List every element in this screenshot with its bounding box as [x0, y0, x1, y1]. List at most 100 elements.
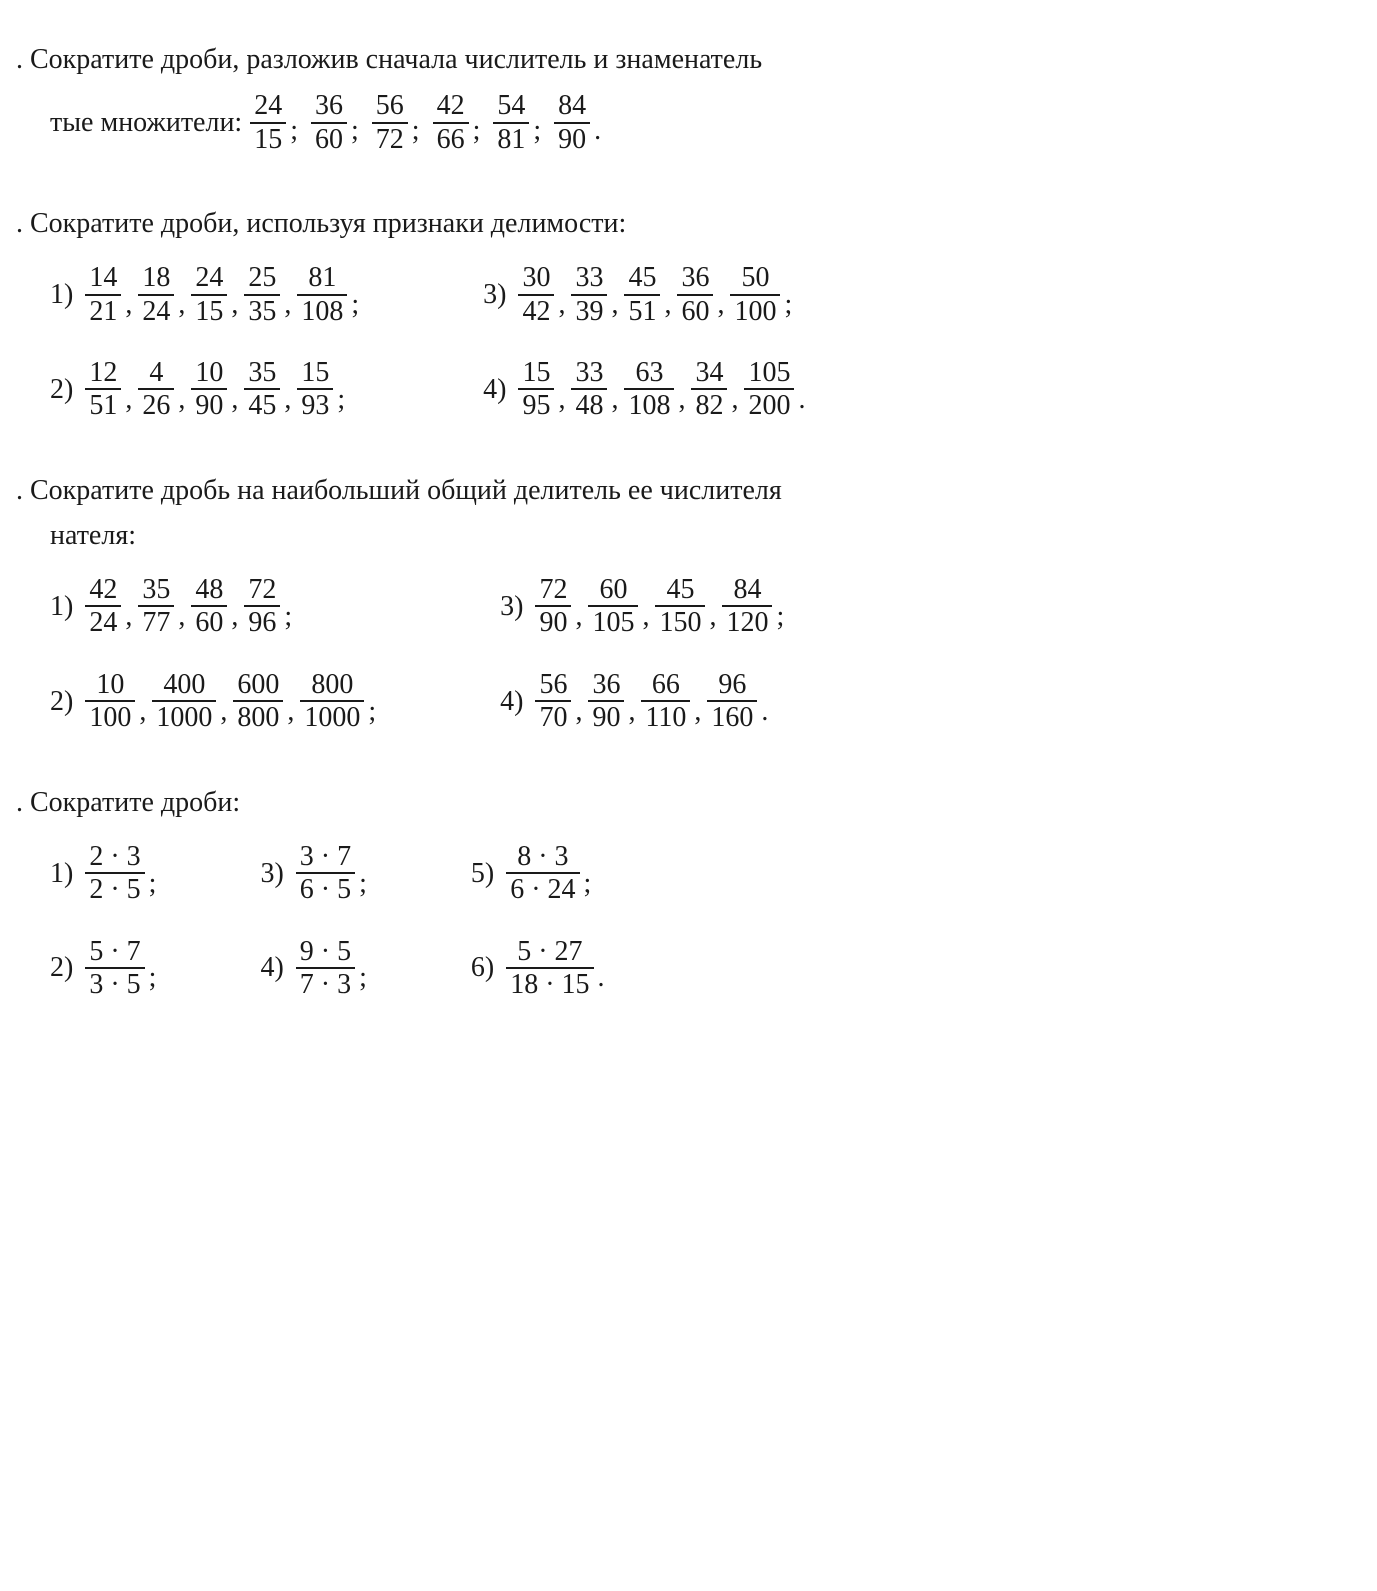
fraction-denominator: 21 — [85, 294, 121, 326]
separator: , — [575, 692, 582, 731]
separator: , — [642, 597, 649, 636]
fraction: 4860 — [191, 575, 227, 638]
problem-2-col-right: 3)3042, 3339, 4551, 3660, 50100;4)1595, … — [483, 263, 809, 421]
fraction-denominator: 66 — [433, 122, 469, 154]
fraction-denominator: 160 — [707, 700, 757, 732]
separator: ; — [149, 864, 157, 903]
fraction: 426 — [138, 358, 174, 421]
fraction-numerator: 33 — [571, 358, 607, 388]
fraction: 3577 — [138, 575, 174, 638]
fraction: 7290 — [535, 575, 571, 638]
separator: . — [798, 380, 805, 419]
fraction-numerator: 8 · 3 — [513, 842, 572, 872]
separator: ; — [284, 597, 292, 636]
fraction: 5670 — [535, 670, 571, 733]
fraction: 3545 — [244, 358, 280, 421]
fraction-numerator: 15 — [297, 358, 333, 388]
separator: . — [598, 958, 605, 997]
exercise-item: 2)1251, 426, 1090, 3545, 1593; — [50, 358, 363, 421]
fraction-denominator: 60 — [677, 294, 713, 326]
fraction-numerator: 56 — [535, 670, 571, 700]
separator: , — [575, 597, 582, 636]
fraction: 2 · 32 · 5 — [85, 842, 144, 905]
separator: ; — [473, 115, 488, 146]
fraction-numerator: 81 — [304, 263, 340, 293]
fraction-denominator: 18 · 15 — [506, 967, 593, 999]
fraction: 5 · 2718 · 15 — [506, 937, 593, 1000]
separator: ; — [351, 115, 366, 146]
fraction: 84120 — [722, 575, 772, 638]
fraction-denominator: 15 — [191, 294, 227, 326]
fraction-numerator: 18 — [138, 263, 174, 293]
fraction: 1251 — [85, 358, 121, 421]
fraction: 45150 — [655, 575, 705, 638]
fraction: 4266 — [433, 91, 469, 154]
fraction: 2535 — [244, 263, 280, 326]
fraction: 3660 — [677, 263, 713, 326]
exercise-item: 3)3 · 76 · 5; — [260, 842, 370, 905]
separator: ; — [584, 864, 592, 903]
exercise-item: 4)5670, 3690, 66110, 96160. — [500, 670, 788, 733]
fraction-denominator: 6 · 24 — [506, 872, 579, 904]
item-number: 2) — [50, 682, 73, 721]
fraction: 1593 — [297, 358, 333, 421]
fraction: 4001000 — [152, 670, 216, 733]
fraction-numerator: 33 — [571, 263, 607, 293]
separator: , — [178, 380, 185, 419]
fraction-numerator: 10 — [92, 670, 128, 700]
fraction-numerator: 10 — [191, 358, 227, 388]
fraction-numerator: 36 — [311, 91, 347, 121]
fraction-numerator: 9 · 5 — [296, 937, 355, 967]
problem-2: . Сократите дроби, используя признаки де… — [10, 204, 1357, 421]
exercise-item: 5) 8 · 36 · 24; — [471, 842, 609, 905]
fraction-numerator: 36 — [588, 670, 624, 700]
fraction-denominator: 108 — [297, 294, 347, 326]
exercise-item: 6)5 · 2718 · 15. — [471, 937, 609, 1000]
fraction-denominator: 70 — [535, 700, 571, 732]
separator: , — [125, 380, 132, 419]
item-number: 2) — [50, 948, 73, 987]
fraction: 1595 — [518, 358, 554, 421]
fraction-numerator: 34 — [691, 358, 727, 388]
fraction-numerator: 15 — [518, 358, 554, 388]
problem-3-col-right: 3)7290, 60105, 45150, 84120;4)5670, 3690… — [500, 575, 788, 733]
fraction-numerator: 84 — [729, 575, 765, 605]
separator: , — [284, 380, 291, 419]
fraction: 3660 — [311, 91, 347, 154]
fraction: 81108 — [297, 263, 347, 326]
fraction-denominator: 35 — [244, 294, 280, 326]
fraction: 7296 — [244, 575, 280, 638]
fraction: 600800 — [233, 670, 283, 733]
fraction: 8490 — [554, 91, 590, 154]
fraction-denominator: 3 · 5 — [85, 967, 144, 999]
item-number: 5) — [471, 854, 494, 893]
item-number: 3) — [500, 587, 523, 626]
fraction-denominator: 60 — [191, 605, 227, 637]
fraction-numerator: 35 — [138, 575, 174, 605]
exercise-item: 4)9 · 57 · 3; — [260, 937, 370, 1000]
separator: , — [611, 285, 618, 324]
fraction-numerator: 56 — [372, 91, 408, 121]
fraction: 3348 — [571, 358, 607, 421]
fraction-denominator: 60 — [311, 122, 347, 154]
separator: , — [284, 285, 291, 324]
item-number: 4) — [500, 682, 523, 721]
separator: , — [178, 597, 185, 636]
problem-3-col-left: 1)4224, 3577, 4860, 7296;2)10100, 400100… — [50, 575, 380, 733]
fraction: 9 · 57 · 3 — [296, 937, 355, 1000]
fraction-numerator: 66 — [648, 670, 684, 700]
problem-4-grid: 1)2 · 32 · 5;2)5 · 73 · 5; 3)3 · 76 · 5;… — [10, 842, 1357, 1000]
item-number: 3) — [260, 854, 283, 893]
fraction-denominator: 90 — [191, 388, 227, 420]
problem-4-intro: . Сократите дроби: — [10, 783, 1357, 822]
fraction: 5 · 73 · 5 — [85, 937, 144, 1000]
fraction-denominator: 105 — [588, 605, 638, 637]
fraction-numerator: 35 — [244, 358, 280, 388]
exercise-item: 2)10100, 4001000, 600800, 8001000; — [50, 670, 380, 733]
separator: ; — [351, 285, 359, 324]
fraction-numerator: 48 — [191, 575, 227, 605]
fraction: 1421 — [85, 263, 121, 326]
fraction-numerator: 5 · 7 — [85, 937, 144, 967]
exercise-item: 3)7290, 60105, 45150, 84120; — [500, 575, 788, 638]
fraction-denominator: 1000 — [152, 700, 216, 732]
